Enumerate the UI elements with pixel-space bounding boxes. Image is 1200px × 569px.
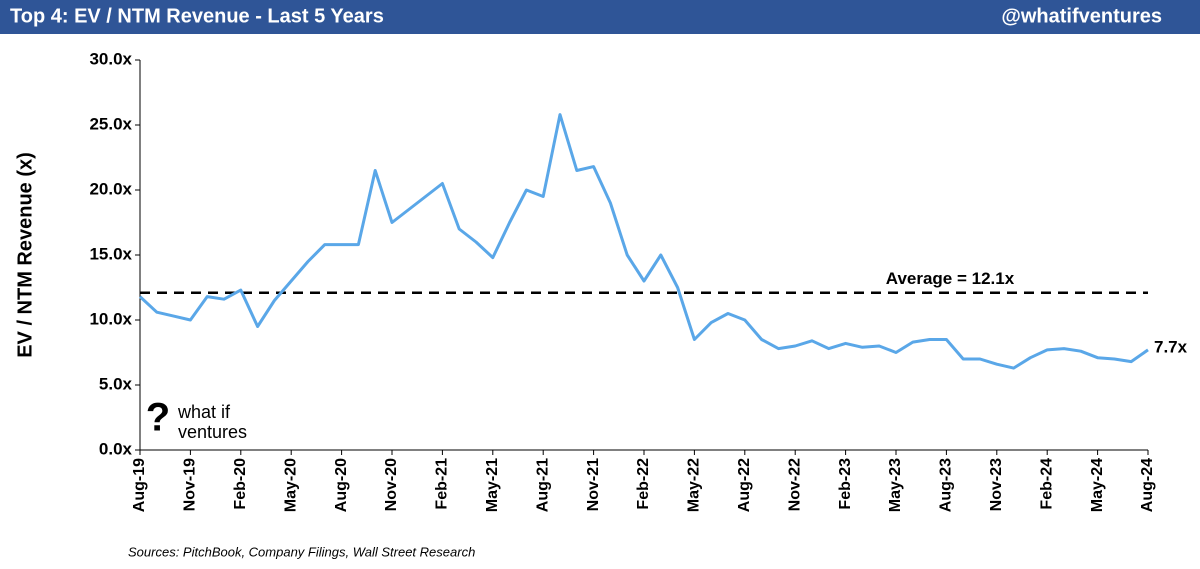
y-axis-label: EV / NTM Revenue (x) [14, 152, 36, 358]
x-tick-label: Aug-20 [333, 458, 350, 512]
x-tick-label: Nov-20 [383, 458, 400, 511]
x-tick-label: Feb-20 [232, 458, 249, 510]
y-tick-label: 5.0x [99, 374, 133, 393]
x-tick-label: Feb-24 [1038, 458, 1055, 510]
logo-text: what if [177, 402, 231, 422]
end-value-label: 7.7x [1154, 337, 1188, 356]
x-tick-label: Nov-23 [988, 458, 1005, 511]
x-tick-label: Aug-23 [938, 458, 955, 512]
x-tick-label: Nov-19 [182, 458, 199, 511]
y-tick-label: 25.0x [89, 114, 132, 133]
logo-text: ventures [178, 422, 247, 442]
y-tick-label: 0.0x [99, 439, 133, 458]
x-tick-label: May-21 [484, 458, 501, 512]
x-tick-label: Nov-22 [786, 458, 803, 511]
x-tick-label: Nov-21 [585, 458, 602, 511]
x-tick-label: May-22 [686, 458, 703, 512]
x-tick-label: Aug-19 [131, 458, 148, 512]
x-tick-label: May-23 [887, 458, 904, 512]
x-tick-label: May-24 [1089, 458, 1106, 512]
x-tick-label: Aug-24 [1139, 458, 1156, 512]
chart-title: Top 4: EV / NTM Revenue - Last 5 Years [10, 5, 384, 27]
y-tick-label: 30.0x [89, 49, 132, 68]
handle: @whatifventures [1001, 5, 1162, 27]
data-line [138, 113, 1149, 370]
x-tick-label: Aug-22 [736, 458, 753, 512]
y-tick-label: 15.0x [89, 244, 132, 263]
x-tick-label: Feb-22 [635, 458, 652, 510]
x-tick-label: Feb-21 [434, 458, 451, 510]
y-tick-label: 10.0x [89, 309, 132, 328]
logo-mark: ? [146, 396, 170, 440]
average-label: Average = 12.1x [886, 269, 1015, 288]
x-tick-label: Aug-21 [534, 458, 551, 512]
x-tick-label: Feb-23 [837, 458, 854, 510]
y-tick-label: 20.0x [89, 179, 132, 198]
header-bar [0, 0, 1200, 34]
x-tick-label: May-20 [282, 458, 299, 512]
source: Sources: PitchBook, Company Filings, Wal… [128, 544, 475, 559]
